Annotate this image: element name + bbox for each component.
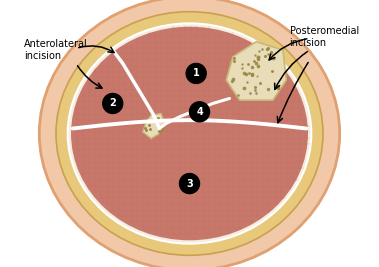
Ellipse shape <box>56 12 323 255</box>
Ellipse shape <box>71 27 308 240</box>
Text: 1: 1 <box>193 68 200 78</box>
Circle shape <box>103 93 123 113</box>
Text: 2: 2 <box>110 99 116 108</box>
Polygon shape <box>143 113 164 139</box>
Text: 3: 3 <box>186 179 193 189</box>
Ellipse shape <box>68 23 311 244</box>
Text: Posteromedial
incision: Posteromedial incision <box>290 26 359 48</box>
Polygon shape <box>226 42 286 100</box>
Text: Anterolateral
incision: Anterolateral incision <box>24 39 88 61</box>
Circle shape <box>180 174 199 194</box>
Circle shape <box>190 102 210 122</box>
Circle shape <box>186 64 206 83</box>
Text: 4: 4 <box>196 107 203 117</box>
Ellipse shape <box>39 0 340 267</box>
